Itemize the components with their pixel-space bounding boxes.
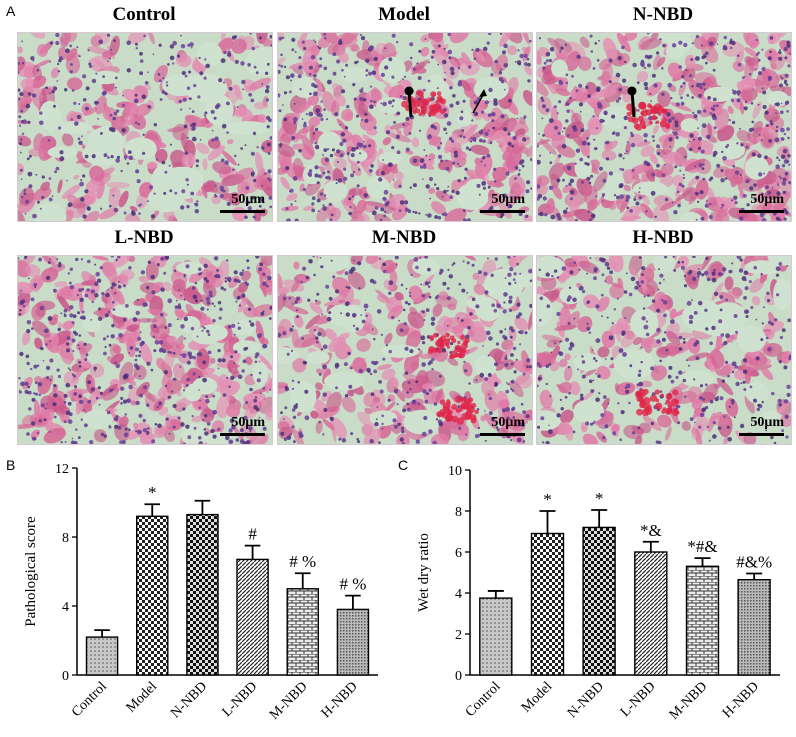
category-label: M-NBD [267,679,311,723]
error-bar [345,594,361,610]
micrograph-title: L-NBD [114,227,174,248]
significance-label: #&% [736,553,772,572]
bar [85,636,119,676]
category-label: H-NBD [319,679,361,721]
error-bar [487,590,504,599]
bar [135,515,169,676]
micrograph-l-nbd: 50μm [17,255,273,445]
bar [286,588,320,676]
micrograph-n-nbd: 50μm [536,32,792,222]
scale-bar [739,210,784,213]
panel-label-b: B [6,457,16,473]
micrograph-title: H-NBD [632,227,694,248]
bar [186,513,219,676]
category-label: M-NBD [667,679,711,723]
error-bar [244,544,261,560]
y-axis-label: Pathological score [23,516,39,627]
error-bar [194,499,211,515]
scale-bar-label: 50μm [231,415,265,430]
panel-label-c: C [398,457,409,473]
micrograph-title: Control [112,4,176,25]
significance-label: * [148,483,157,502]
tissue-image [18,256,272,444]
micrograph-m-nbd: 50μm [277,255,533,445]
y-tick-label: 8 [455,505,462,520]
category-label: L-NBD [618,679,659,720]
tissue-image [278,33,532,221]
significance-label: # % [289,552,316,571]
significance-label: *#& [687,537,717,556]
category-label: N-NBD [565,679,607,721]
bar [479,597,513,676]
error-bar [591,509,608,528]
micrograph-title: M-NBD [371,227,437,248]
significance-label: *& [640,521,662,540]
tissue-image [278,256,532,444]
scale-bar-label: 50μm [231,192,265,207]
error-bar [539,510,556,534]
tissue-image [537,33,791,221]
y-tick-label: 4 [62,600,69,615]
error-bar [94,629,110,638]
scale-bar-label: 50μm [491,415,525,430]
y-tick-label: 12 [55,462,69,477]
panel-label-a: A [6,3,16,19]
error-bar [144,503,161,517]
bar [634,551,668,676]
y-tick-label: 0 [455,669,462,684]
scale-bar-label: 50μm [750,415,784,430]
tissue-image [537,256,791,444]
y-tick-label: 8 [62,531,69,546]
category-label: Model [124,679,161,716]
scale-bar [739,433,784,436]
wet-dry-ratio-chart: 0 2 4 6 8 10 Wet dry ratio Control * Model * N-NBD *… [416,464,780,723]
category-label: N-NBD [168,679,210,721]
category-label: L-NBD [220,679,261,720]
y-tick-label: 6 [455,546,462,561]
bar [336,608,370,676]
y-tick-label: 10 [448,464,462,479]
scale-bar-label: 50μm [750,192,784,207]
category-label: Control [463,679,504,720]
scale-bar-label: 50μm [491,192,525,207]
micrograph-h-nbd: 50μm [536,255,792,445]
bar [530,532,565,676]
error-bar [642,540,659,552]
bar [737,578,771,676]
error-bar [694,557,711,567]
category-label: Model [519,679,556,716]
significance-label: # [248,525,257,544]
scale-bar [220,210,265,213]
category-label: H-NBD [720,679,762,721]
y-tick-label: 0 [62,669,69,684]
significance-label: * [595,489,604,508]
scale-bar [480,433,525,436]
micrograph-control: 50μm [17,32,273,222]
error-bar [746,572,763,580]
significance-label: * [543,490,552,509]
micrograph-model: 50μm [277,32,533,222]
micrograph-title: N-NBD [632,4,694,25]
tissue-image [18,33,272,221]
y-tick-label: 4 [455,587,462,602]
scale-bar [220,433,265,436]
scale-bar [480,210,525,213]
category-label: Control [69,679,110,720]
micrograph-title: Model [378,4,430,25]
error-bar [294,572,311,589]
pathological-score-chart: 0 4 8 12 Pathological score Control * Model N-NB… [23,462,378,723]
bar [685,565,720,676]
bar [582,526,616,676]
bar [236,558,269,676]
y-axis-label: Wet dry ratio [416,533,432,612]
significance-label: # % [339,575,366,594]
y-tick-label: 2 [455,628,462,643]
